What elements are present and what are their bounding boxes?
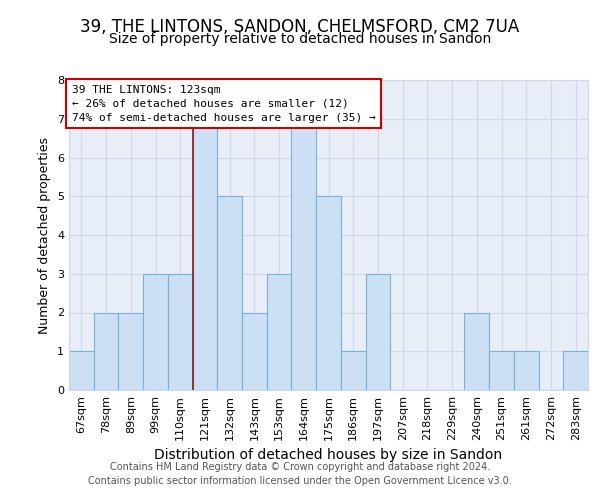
Bar: [143, 274, 168, 390]
Bar: [267, 274, 292, 390]
Text: Size of property relative to detached houses in Sandon: Size of property relative to detached ho…: [109, 32, 491, 46]
Bar: [489, 351, 514, 390]
Bar: [464, 312, 489, 390]
Bar: [316, 196, 341, 390]
Bar: [365, 274, 390, 390]
Text: 39 THE LINTONS: 123sqm
← 26% of detached houses are smaller (12)
74% of semi-det: 39 THE LINTONS: 123sqm ← 26% of detached…: [71, 84, 376, 122]
Bar: [217, 196, 242, 390]
Bar: [514, 351, 539, 390]
Y-axis label: Number of detached properties: Number of detached properties: [38, 136, 52, 334]
X-axis label: Distribution of detached houses by size in Sandon: Distribution of detached houses by size …: [154, 448, 503, 462]
Text: Contains public sector information licensed under the Open Government Licence v3: Contains public sector information licen…: [88, 476, 512, 486]
Bar: [292, 118, 316, 390]
Bar: [242, 312, 267, 390]
Bar: [193, 118, 217, 390]
Text: Contains HM Land Registry data © Crown copyright and database right 2024.: Contains HM Land Registry data © Crown c…: [110, 462, 490, 472]
Bar: [94, 312, 118, 390]
Text: 39, THE LINTONS, SANDON, CHELMSFORD, CM2 7UA: 39, THE LINTONS, SANDON, CHELMSFORD, CM2…: [80, 18, 520, 36]
Bar: [168, 274, 193, 390]
Bar: [69, 351, 94, 390]
Bar: [563, 351, 588, 390]
Bar: [118, 312, 143, 390]
Bar: [341, 351, 365, 390]
